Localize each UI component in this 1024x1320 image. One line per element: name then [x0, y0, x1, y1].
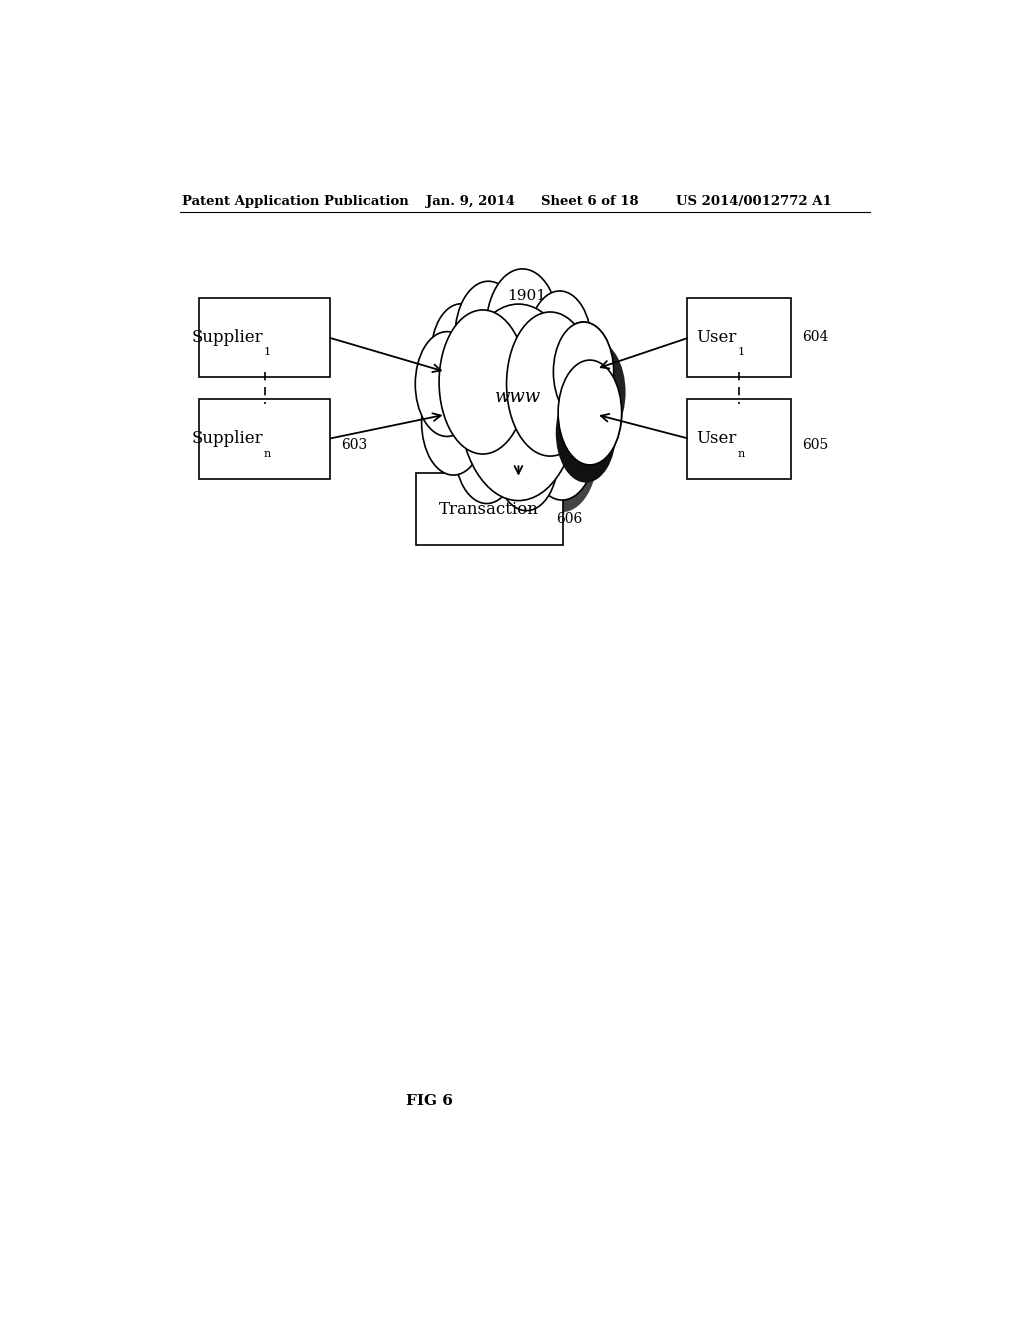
Ellipse shape [528, 290, 592, 396]
Ellipse shape [553, 322, 613, 421]
Text: Supplier: Supplier [191, 329, 263, 346]
Ellipse shape [526, 395, 598, 512]
Ellipse shape [558, 360, 622, 465]
Text: Patent Application Publication: Patent Application Publication [182, 194, 409, 207]
Ellipse shape [558, 360, 622, 465]
Ellipse shape [495, 405, 558, 511]
Ellipse shape [553, 322, 613, 421]
Ellipse shape [556, 383, 616, 483]
Text: www: www [496, 388, 542, 407]
FancyBboxPatch shape [687, 399, 791, 479]
Text: Jan. 9, 2014: Jan. 9, 2014 [426, 194, 515, 207]
Text: n: n [737, 449, 744, 459]
Text: FIG 6: FIG 6 [407, 1093, 453, 1107]
Ellipse shape [538, 360, 613, 486]
Text: 604: 604 [803, 330, 829, 345]
Ellipse shape [560, 347, 620, 447]
Text: 605: 605 [803, 438, 828, 451]
Ellipse shape [455, 399, 518, 503]
Ellipse shape [486, 269, 559, 389]
Ellipse shape [528, 389, 595, 500]
Text: 603: 603 [341, 438, 367, 451]
FancyBboxPatch shape [416, 474, 563, 545]
Text: US 2014/0012772 A1: US 2014/0012772 A1 [676, 194, 831, 207]
FancyBboxPatch shape [200, 297, 331, 378]
Text: 1: 1 [264, 347, 270, 358]
Ellipse shape [416, 331, 479, 437]
Ellipse shape [439, 310, 526, 454]
Text: Supplier: Supplier [191, 430, 263, 447]
Text: 1: 1 [737, 347, 744, 358]
Text: Sheet 6 of 18: Sheet 6 of 18 [541, 194, 638, 207]
Ellipse shape [431, 304, 492, 404]
Ellipse shape [562, 339, 626, 445]
Ellipse shape [507, 312, 594, 457]
Text: 1901: 1901 [507, 289, 546, 302]
Ellipse shape [459, 304, 578, 500]
Text: Transaction: Transaction [439, 500, 539, 517]
Text: User: User [696, 329, 736, 346]
Ellipse shape [422, 370, 485, 475]
Text: 606: 606 [557, 512, 583, 527]
Text: User: User [696, 430, 736, 447]
FancyBboxPatch shape [687, 297, 791, 378]
Ellipse shape [501, 408, 567, 519]
Text: n: n [264, 449, 271, 459]
Ellipse shape [455, 281, 521, 391]
FancyBboxPatch shape [200, 399, 331, 479]
